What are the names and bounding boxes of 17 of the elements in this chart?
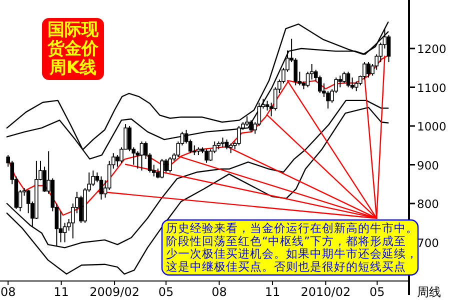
x-tick-label: 11 xyxy=(264,285,280,299)
x-tick-label: 05 xyxy=(158,285,174,299)
x-tick-label: 2010/02 xyxy=(300,285,351,299)
x-tick-label: 08 xyxy=(212,285,227,299)
text: 国际现货金价周K线 xyxy=(46,20,100,78)
x-tick-label: 08 xyxy=(0,285,16,299)
y-tick-label: 1000 xyxy=(417,120,446,134)
y-tick-label: 1100 xyxy=(417,80,446,95)
x-axis-title: 周线 xyxy=(417,285,441,299)
y-tick-label: 900 xyxy=(417,158,439,172)
x-tick-label: 2009/02 xyxy=(90,285,140,299)
annotation: 历史经验来看，当金价运行在创新高的牛市中。阶段性回荡至红色“中枢线”下方，都将形成至少一次极佳买进机会。如果中期牛市还会延续，这是中继极佳买点。否则也是很好的短线买点 xyxy=(166,221,418,274)
x-tick-label: 05 xyxy=(370,285,385,299)
y-tick-label: 1200 xyxy=(417,42,446,56)
y-tick-label: 700 xyxy=(417,236,439,250)
y-tick-label: 800 xyxy=(417,197,439,211)
x-tick-label: 11 xyxy=(54,285,69,299)
